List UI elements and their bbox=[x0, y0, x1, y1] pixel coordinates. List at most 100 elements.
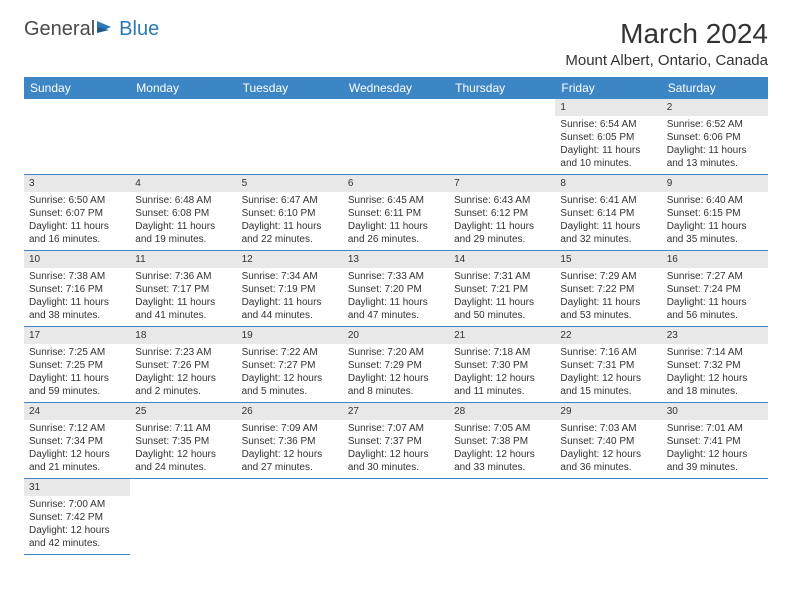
day-info-line: and 47 minutes. bbox=[348, 309, 444, 322]
day-info-line: and 56 minutes. bbox=[667, 309, 763, 322]
day-info-line: Daylight: 12 hours bbox=[667, 448, 763, 461]
day-info-line: Sunrise: 7:09 AM bbox=[242, 422, 338, 435]
day-info-cell: Sunrise: 7:27 AMSunset: 7:24 PMDaylight:… bbox=[662, 268, 768, 327]
day-info-line: Daylight: 12 hours bbox=[29, 524, 125, 537]
day-info-line: Sunrise: 7:16 AM bbox=[560, 346, 656, 359]
day-info-line: Sunset: 6:14 PM bbox=[560, 207, 656, 220]
day-number-cell bbox=[449, 99, 555, 116]
day-info-line: Daylight: 12 hours bbox=[135, 372, 231, 385]
day-info-cell: Sunrise: 7:31 AMSunset: 7:21 PMDaylight:… bbox=[449, 268, 555, 327]
day-info-cell: Sunrise: 7:22 AMSunset: 7:27 PMDaylight:… bbox=[237, 344, 343, 403]
day-header-row: SundayMondayTuesdayWednesdayThursdayFrid… bbox=[24, 77, 768, 99]
day-info-line: Sunset: 7:40 PM bbox=[560, 435, 656, 448]
day-info-line: Sunset: 7:30 PM bbox=[454, 359, 550, 372]
day-info-line: Sunrise: 6:48 AM bbox=[135, 194, 231, 207]
day-number-cell bbox=[130, 479, 236, 497]
day-info-line: and 15 minutes. bbox=[560, 385, 656, 398]
day-info-line: Sunset: 7:34 PM bbox=[29, 435, 125, 448]
day-number-cell: 1 bbox=[555, 99, 661, 116]
day-info-cell: Sunrise: 7:14 AMSunset: 7:32 PMDaylight:… bbox=[662, 344, 768, 403]
day-info-line: and 53 minutes. bbox=[560, 309, 656, 322]
title-block: March 2024 Mount Albert, Ontario, Canada bbox=[565, 18, 768, 69]
day-info-line: Sunset: 7:31 PM bbox=[560, 359, 656, 372]
day-header-cell: Sunday bbox=[24, 77, 130, 99]
day-number-cell: 4 bbox=[130, 175, 236, 193]
location: Mount Albert, Ontario, Canada bbox=[565, 52, 768, 69]
day-info-line: and 18 minutes. bbox=[667, 385, 763, 398]
day-header-cell: Monday bbox=[130, 77, 236, 99]
day-info-cell: Sunrise: 6:43 AMSunset: 6:12 PMDaylight:… bbox=[449, 192, 555, 251]
day-number-cell: 3 bbox=[24, 175, 130, 193]
day-info-line: Sunset: 7:32 PM bbox=[667, 359, 763, 372]
day-info-line: Sunrise: 6:50 AM bbox=[29, 194, 125, 207]
day-info-cell: Sunrise: 7:00 AMSunset: 7:42 PMDaylight:… bbox=[24, 496, 130, 555]
day-info-line: and 2 minutes. bbox=[135, 385, 231, 398]
day-info-line: and 11 minutes. bbox=[454, 385, 550, 398]
day-info-line: Daylight: 11 hours bbox=[560, 144, 656, 157]
day-number-cell: 27 bbox=[343, 403, 449, 421]
day-number-cell: 8 bbox=[555, 175, 661, 193]
day-number-cell: 2 bbox=[662, 99, 768, 116]
day-info-cell: Sunrise: 7:36 AMSunset: 7:17 PMDaylight:… bbox=[130, 268, 236, 327]
day-info-cell bbox=[449, 116, 555, 175]
day-info-line: Daylight: 11 hours bbox=[348, 296, 444, 309]
day-info-line: Sunrise: 6:40 AM bbox=[667, 194, 763, 207]
day-number-cell: 17 bbox=[24, 327, 130, 345]
day-info-cell: Sunrise: 7:07 AMSunset: 7:37 PMDaylight:… bbox=[343, 420, 449, 479]
day-info-line: Sunset: 7:19 PM bbox=[242, 283, 338, 296]
day-info-line: Sunset: 6:12 PM bbox=[454, 207, 550, 220]
day-info-line: Sunrise: 6:41 AM bbox=[560, 194, 656, 207]
day-number-cell bbox=[343, 479, 449, 497]
day-info-line: Sunrise: 7:12 AM bbox=[29, 422, 125, 435]
day-info-line: Sunset: 6:15 PM bbox=[667, 207, 763, 220]
day-number-cell: 29 bbox=[555, 403, 661, 421]
day-number-row: 31 bbox=[24, 479, 768, 497]
day-number-cell: 15 bbox=[555, 251, 661, 269]
day-info-cell bbox=[237, 116, 343, 175]
day-info-line: Daylight: 11 hours bbox=[667, 220, 763, 233]
day-info-line: Daylight: 11 hours bbox=[135, 220, 231, 233]
day-info-line: Sunset: 7:26 PM bbox=[135, 359, 231, 372]
day-info-line: Daylight: 12 hours bbox=[242, 372, 338, 385]
day-info-line: Sunrise: 7:07 AM bbox=[348, 422, 444, 435]
day-info-line: Daylight: 11 hours bbox=[242, 296, 338, 309]
day-number-cell: 14 bbox=[449, 251, 555, 269]
day-info-line: Sunrise: 7:18 AM bbox=[454, 346, 550, 359]
day-info-cell: Sunrise: 7:16 AMSunset: 7:31 PMDaylight:… bbox=[555, 344, 661, 403]
day-info-line: Sunset: 7:41 PM bbox=[667, 435, 763, 448]
day-info-cell: Sunrise: 7:29 AMSunset: 7:22 PMDaylight:… bbox=[555, 268, 661, 327]
day-info-line: and 29 minutes. bbox=[454, 233, 550, 246]
day-number-cell bbox=[555, 479, 661, 497]
day-info-line: Sunset: 7:29 PM bbox=[348, 359, 444, 372]
day-info-row: Sunrise: 6:50 AMSunset: 6:07 PMDaylight:… bbox=[24, 192, 768, 251]
day-info-line: and 30 minutes. bbox=[348, 461, 444, 474]
day-info-line: Sunrise: 7:22 AM bbox=[242, 346, 338, 359]
day-info-line: Sunset: 7:27 PM bbox=[242, 359, 338, 372]
day-info-line: Sunset: 7:38 PM bbox=[454, 435, 550, 448]
day-info-line: and 13 minutes. bbox=[667, 157, 763, 170]
day-info-row: Sunrise: 7:25 AMSunset: 7:25 PMDaylight:… bbox=[24, 344, 768, 403]
day-info-line: Daylight: 12 hours bbox=[560, 448, 656, 461]
day-info-line: Sunset: 6:05 PM bbox=[560, 131, 656, 144]
day-info-line: Sunrise: 7:11 AM bbox=[135, 422, 231, 435]
day-info-cell: Sunrise: 7:01 AMSunset: 7:41 PMDaylight:… bbox=[662, 420, 768, 479]
day-info-line: Daylight: 12 hours bbox=[348, 372, 444, 385]
day-info-line: Sunrise: 7:29 AM bbox=[560, 270, 656, 283]
day-info-cell: Sunrise: 7:33 AMSunset: 7:20 PMDaylight:… bbox=[343, 268, 449, 327]
day-info-line: Sunrise: 6:45 AM bbox=[348, 194, 444, 207]
day-info-line: and 27 minutes. bbox=[242, 461, 338, 474]
day-info-line: Sunrise: 7:00 AM bbox=[29, 498, 125, 511]
day-header-cell: Friday bbox=[555, 77, 661, 99]
day-info-line: Daylight: 12 hours bbox=[242, 448, 338, 461]
day-number-cell bbox=[237, 479, 343, 497]
day-number-row: 12 bbox=[24, 99, 768, 116]
day-number-row: 17181920212223 bbox=[24, 327, 768, 345]
day-number-cell bbox=[237, 99, 343, 116]
day-info-line: Daylight: 11 hours bbox=[560, 296, 656, 309]
day-number-cell: 5 bbox=[237, 175, 343, 193]
day-info-line: Sunrise: 6:43 AM bbox=[454, 194, 550, 207]
day-number-cell: 10 bbox=[24, 251, 130, 269]
day-info-line: Daylight: 11 hours bbox=[667, 144, 763, 157]
day-info-cell: Sunrise: 6:50 AMSunset: 6:07 PMDaylight:… bbox=[24, 192, 130, 251]
day-info-line: and 22 minutes. bbox=[242, 233, 338, 246]
